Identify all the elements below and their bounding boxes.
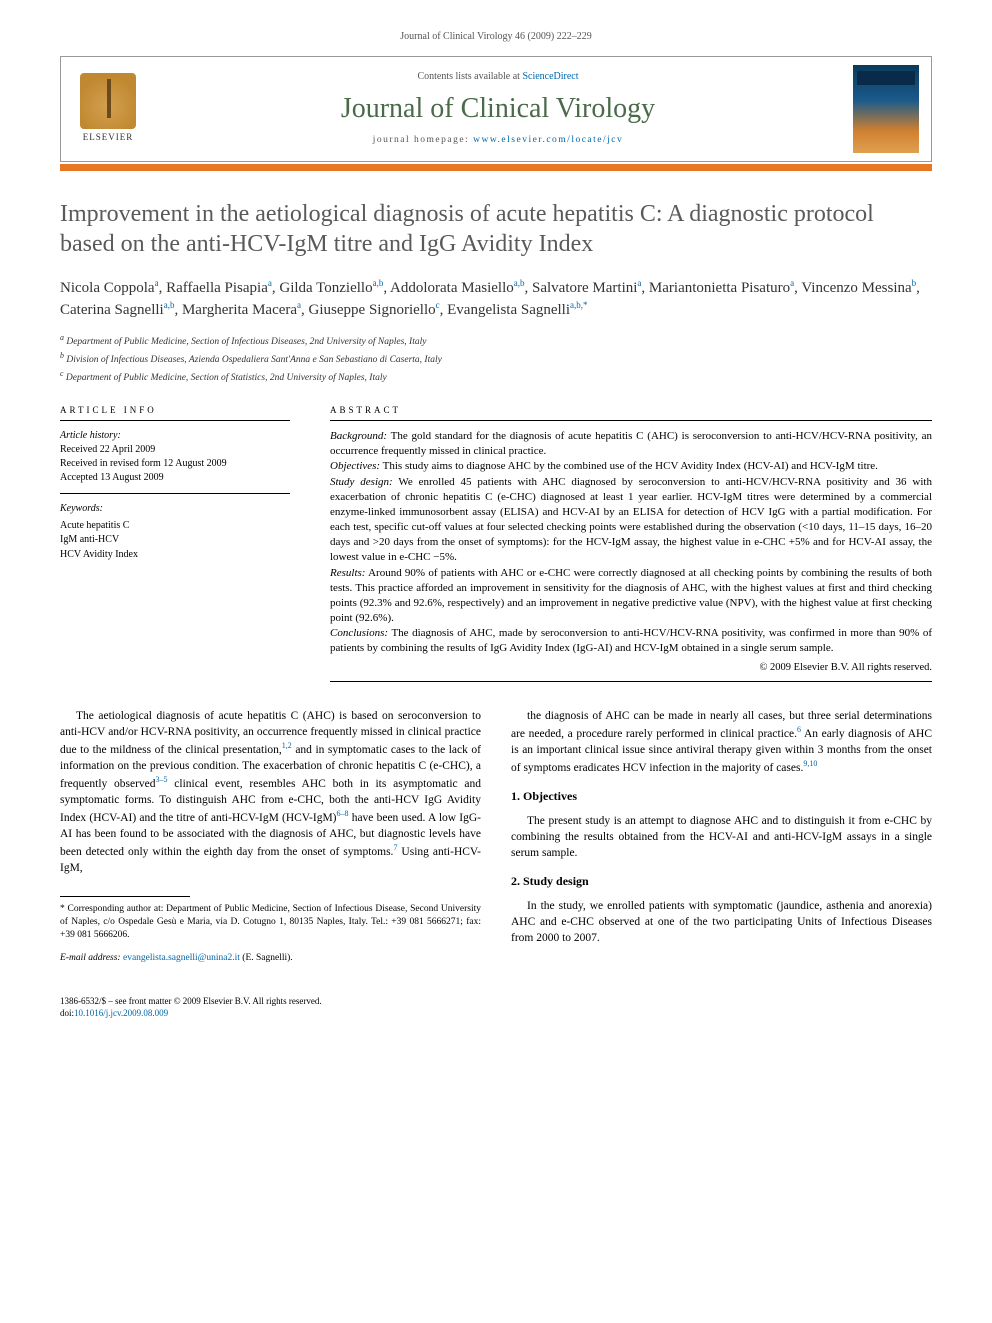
affiliation-a-text: Department of Public Medicine, Section o… — [66, 337, 426, 347]
study-design-heading: 2. Study design — [511, 873, 932, 890]
email-label: E-mail address: — [60, 953, 121, 963]
objectives-heading: 1. Objectives — [511, 788, 932, 805]
concl-label: Conclusions: — [330, 627, 388, 639]
header-center: Contents lists available at ScienceDirec… — [159, 70, 837, 146]
orange-divider — [60, 164, 932, 171]
accepted-date: Accepted 13 August 2009 — [60, 471, 290, 485]
bg-text: The gold standard for the diagnosis of a… — [330, 430, 932, 457]
affiliation-c: c Department of Public Medicine, Section… — [60, 368, 932, 385]
affiliation-a: a Department of Public Medicine, Section… — [60, 332, 932, 349]
article-info-column: ARTICLE INFO Article history: Received 2… — [60, 404, 290, 682]
corr-text: * Corresponding author at: Department of… — [60, 903, 481, 941]
homepage-link[interactable]: www.elsevier.com/locate/jcv — [473, 135, 623, 145]
contents-prefix: Contents lists available at — [417, 71, 522, 82]
concl-text: The diagnosis of AHC, made by seroconver… — [330, 627, 932, 654]
doi-link[interactable]: 10.1016/j.jcv.2009.08.009 — [74, 1008, 168, 1018]
publisher-name: ELSEVIER — [83, 131, 134, 143]
journal-name: Journal of Clinical Virology — [159, 90, 837, 128]
footer: 1386-6532/$ – see front matter © 2009 El… — [60, 995, 932, 1019]
doi-label: doi: — [60, 1008, 74, 1018]
keyword-1: Acute hepatitis C — [60, 519, 290, 534]
corresponding-author-footnote: * Corresponding author at: Department of… — [60, 903, 481, 964]
authors-list: Nicola Coppolaa, Raffaella Pisapiaa, Gil… — [60, 277, 932, 322]
keywords-label: Keywords: — [60, 502, 290, 517]
results-label: Results: — [330, 567, 365, 579]
received-date: Received 22 April 2009 — [60, 443, 290, 457]
running-header: Journal of Clinical Virology 46 (2009) 2… — [60, 30, 932, 44]
objectives-paragraph: The present study is an attempt to diagn… — [511, 813, 932, 861]
elsevier-tree-icon — [80, 73, 136, 129]
info-abstract-row: ARTICLE INFO Article history: Received 2… — [60, 404, 932, 682]
elsevier-logo: ELSEVIER — [73, 69, 143, 149]
footnote-separator — [60, 896, 190, 897]
affiliation-c-text: Department of Public Medicine, Section o… — [66, 374, 387, 384]
body-text: The aetiological diagnosis of acute hepa… — [60, 708, 932, 975]
study-design-paragraph: In the study, we enrolled patients with … — [511, 898, 932, 946]
sciencedirect-link[interactable]: ScienceDirect — [522, 71, 578, 82]
copyright-line: © 2009 Elsevier B.V. All rights reserved… — [330, 661, 932, 675]
email-who: (E. Sagnelli). — [242, 953, 292, 963]
journal-header: ELSEVIER Contents lists available at Sci… — [60, 56, 932, 162]
bg-label: Background: — [330, 430, 387, 442]
history-label: Article history: — [60, 429, 290, 443]
intro-continuation: the diagnosis of AHC can be made in near… — [511, 708, 932, 776]
results-text: Around 90% of patients with AHC or e-CHC… — [330, 567, 932, 625]
affiliation-b-text: Division of Infectious Diseases, Azienda… — [66, 355, 442, 365]
design-text: We enrolled 45 patients with AHC diagnos… — [330, 476, 932, 564]
front-matter-line: 1386-6532/$ – see front matter © 2009 El… — [60, 995, 932, 1007]
revised-date: Received in revised form 12 August 2009 — [60, 457, 290, 471]
keyword-3: HCV Avidity Index — [60, 548, 290, 563]
article-history: Article history: Received 22 April 2009 … — [60, 429, 290, 494]
abstract-body: Background: The gold standard for the di… — [330, 429, 932, 682]
affiliation-b: b Division of Infectious Diseases, Azien… — [60, 350, 932, 367]
homepage-line: journal homepage: www.elsevier.com/locat… — [159, 134, 837, 147]
article-info-heading: ARTICLE INFO — [60, 404, 290, 421]
abstract-column: ABSTRACT Background: The gold standard f… — [330, 404, 932, 682]
design-label: Study design: — [330, 476, 393, 488]
affiliations: a Department of Public Medicine, Section… — [60, 332, 932, 386]
intro-paragraph: The aetiological diagnosis of acute hepa… — [60, 708, 481, 876]
keywords-block: Keywords: Acute hepatitis C IgM anti-HCV… — [60, 502, 290, 562]
keyword-2: IgM anti-HCV — [60, 533, 290, 548]
abstract-heading: ABSTRACT — [330, 404, 932, 421]
contents-available-line: Contents lists available at ScienceDirec… — [159, 70, 837, 84]
article-title: Improvement in the aetiological diagnosi… — [60, 199, 932, 259]
journal-cover-thumbnail — [853, 65, 919, 153]
obj-text: This study aims to diagnose AHC by the c… — [383, 460, 878, 472]
corr-email-link[interactable]: evangelista.sagnelli@unina2.it — [123, 953, 240, 963]
homepage-prefix: journal homepage: — [373, 135, 473, 145]
obj-label: Objectives: — [330, 460, 380, 472]
